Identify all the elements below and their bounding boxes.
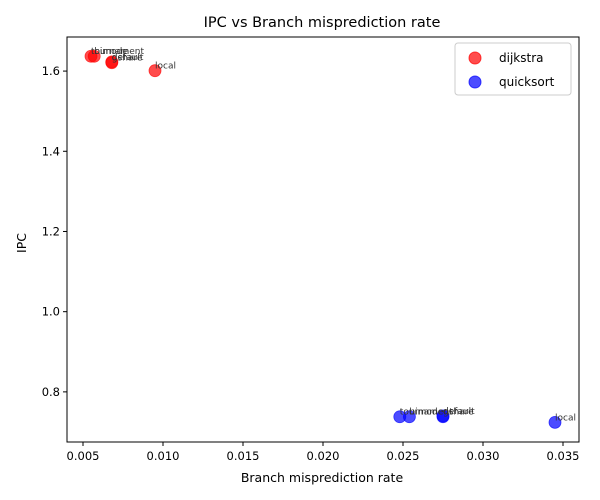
point-label-dijkstra-gshare: gshare bbox=[112, 54, 143, 64]
x-tick-label: 0.025 bbox=[387, 449, 420, 463]
legend-label-dijkstra: dijkstra bbox=[499, 51, 543, 65]
legend-box bbox=[454, 42, 572, 96]
legend: dijkstra quicksort bbox=[454, 42, 572, 96]
data-point-dijkstra-bimode bbox=[87, 49, 101, 63]
data-point-dijkstra-default bbox=[105, 55, 119, 69]
point-label-quicksort-default: default bbox=[443, 407, 475, 417]
y-tick-label: 1.4 bbox=[42, 144, 60, 158]
y-tick-label: 1.6 bbox=[42, 64, 60, 78]
point-label-quicksort-tournament: tournament bbox=[400, 408, 454, 418]
point-label-dijkstra-bimode: bimode bbox=[94, 47, 128, 57]
legend-marker-dijkstra bbox=[468, 51, 482, 65]
x-axis: 0.005 0.010 0.015 0.020 0.025 0.030 0.035 bbox=[67, 442, 580, 463]
y-axis: 0.8 1.0 1.2 1.4 1.6 bbox=[42, 64, 67, 399]
x-tick-label: 0.030 bbox=[467, 449, 500, 463]
legend-marker-quicksort bbox=[468, 75, 482, 89]
data-point-dijkstra-local bbox=[148, 64, 162, 78]
plot-area: tournamentbimodegsharedefaultlocaltourna… bbox=[84, 47, 576, 429]
y-tick-label: 0.8 bbox=[42, 385, 60, 399]
x-axis-label: Branch misprediction rate bbox=[241, 470, 404, 485]
point-label-dijkstra-local: local bbox=[155, 62, 176, 72]
data-point-quicksort-local bbox=[548, 415, 562, 429]
y-axis-label: IPC bbox=[14, 233, 29, 253]
point-label-dijkstra-tournament: tournament bbox=[91, 47, 145, 57]
x-tick-label: 0.035 bbox=[547, 449, 580, 463]
chart-title: IPC vs Branch misprediction rate bbox=[204, 15, 441, 31]
y-tick-label: 1.0 bbox=[42, 305, 60, 319]
point-label-quicksort-gshare: gshare bbox=[443, 408, 474, 418]
x-tick-label: 0.005 bbox=[67, 449, 100, 463]
point-label-quicksort-bimode: bimode bbox=[409, 408, 443, 418]
x-tick-label: 0.010 bbox=[147, 449, 180, 463]
legend-label-quicksort: quicksort bbox=[499, 75, 555, 89]
y-tick-label: 1.2 bbox=[42, 224, 60, 238]
point-label-dijkstra-default: default bbox=[112, 53, 144, 63]
x-tick-label: 0.015 bbox=[227, 449, 260, 463]
data-point-quicksort-default bbox=[436, 409, 450, 423]
point-label-quicksort-local: local bbox=[555, 413, 576, 423]
data-point-quicksort-bimode bbox=[402, 410, 416, 424]
x-tick-label: 0.020 bbox=[307, 449, 340, 463]
